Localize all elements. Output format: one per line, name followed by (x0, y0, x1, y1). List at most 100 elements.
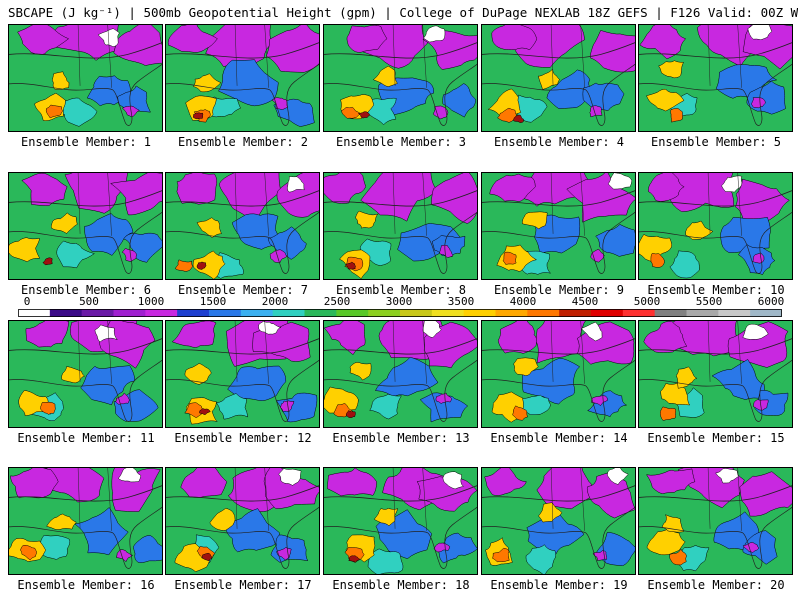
state-border (107, 468, 112, 531)
state-border (737, 173, 742, 236)
extreme-cape-region (201, 552, 212, 562)
high-cape-region (496, 244, 538, 272)
state-border (77, 173, 81, 234)
ensemble-member-label: Ensemble Member: 2 (177, 135, 309, 149)
extreme-cape-region (199, 408, 211, 415)
low-cape-region (110, 173, 162, 216)
coastline (639, 63, 792, 126)
state-border (264, 468, 269, 531)
ensemble-member-label: Ensemble Member: 11 (17, 431, 155, 445)
ensemble-member-label: Ensemble Member: 10 (647, 283, 785, 297)
zero-cape-region (715, 468, 739, 484)
low-moderate-cape-region (711, 359, 766, 400)
extreme-cape-region (345, 261, 356, 270)
height-contour (482, 338, 635, 355)
cape-field-map (9, 468, 162, 569)
low-cape-region (431, 173, 477, 224)
extreme-cape-region (348, 555, 361, 563)
high-cape-region (522, 211, 548, 230)
low-cape-region (536, 468, 593, 510)
state-border (234, 468, 238, 529)
low-cape-region (167, 25, 218, 53)
low-cape-region (497, 321, 537, 354)
ensemble-map-panel (8, 24, 163, 132)
state-border (550, 173, 554, 234)
ensemble-member-label: Ensemble Member: 13 (332, 431, 470, 445)
zero-cape-region (721, 175, 743, 193)
colorbar-segment (49, 309, 83, 317)
low-moderate-cape-region (218, 59, 279, 107)
high-cape-region (196, 217, 222, 238)
height-contour (9, 485, 162, 502)
cape-field-map (9, 173, 162, 274)
state-border (422, 321, 427, 384)
height-contour (639, 338, 792, 355)
state-border (392, 321, 396, 382)
very-high-cape-region (669, 548, 687, 566)
colorbar (18, 309, 782, 317)
ensemble-member-label: Ensemble Member: 1 (20, 135, 152, 149)
low-cape-region (10, 468, 59, 499)
high-cape-region (46, 513, 77, 530)
moderate-cape-region (56, 240, 95, 269)
zero-cape-region (747, 25, 773, 40)
colorbar-tick-6000: 6000 (757, 295, 785, 308)
colorbar-segment (559, 309, 592, 317)
zero-cape-region (117, 468, 142, 483)
colorbar-tick-3000: 3000 (385, 295, 413, 308)
colorbar-segment (336, 309, 369, 317)
ensemble-member-label: Ensemble Member: 20 (647, 578, 785, 592)
low-cape-region (271, 97, 289, 110)
height-contour (639, 42, 792, 59)
extreme-cape-region (42, 257, 53, 266)
cape-field-map (482, 321, 635, 423)
high-cape-region (661, 514, 685, 533)
low-moderate-cape-region (375, 356, 439, 399)
low-cape-region (326, 468, 377, 497)
colorbar-tick-4500: 4500 (571, 295, 599, 308)
state-border (550, 321, 554, 382)
high-cape-region (355, 210, 379, 229)
low-moderate-cape-region (268, 226, 307, 260)
low-cape-region (265, 25, 319, 73)
low-cape-region (435, 392, 452, 404)
colorbar-segment (654, 309, 687, 317)
very-high-cape-region (670, 108, 683, 123)
state-border (264, 173, 269, 236)
low-moderate-cape-region (276, 392, 318, 423)
cape-field-map (324, 25, 477, 126)
extreme-cape-region (513, 114, 524, 124)
very-high-cape-region (20, 544, 38, 561)
state-border (264, 25, 269, 88)
height-contour (639, 190, 792, 207)
low-cape-region (648, 173, 685, 202)
colorbar-graphic (18, 309, 782, 317)
high-cape-region (538, 502, 563, 523)
high-cape-region (61, 366, 86, 384)
low-cape-region (176, 173, 218, 205)
low-moderate-cape-region (442, 83, 476, 118)
ensemble-map-panel (165, 467, 320, 575)
ensemble-map-panel (323, 467, 478, 575)
high-cape-region (537, 68, 560, 90)
low-moderate-cape-region (84, 213, 134, 256)
low-moderate-cape-region (586, 390, 627, 418)
colorbar-segment (240, 309, 274, 317)
low-moderate-cape-region (595, 532, 635, 567)
ensemble-member-label: Ensemble Member: 9 (493, 283, 625, 297)
height-contour (482, 485, 635, 502)
low-moderate-cape-region (227, 365, 287, 402)
coastline (9, 63, 162, 126)
ensemble-member-label: Ensemble Member: 14 (490, 431, 628, 445)
extreme-cape-region (192, 112, 204, 120)
height-contour (166, 42, 319, 59)
low-moderate-cape-region (123, 232, 162, 263)
zero-cape-region (94, 324, 118, 343)
low-cape-region (489, 173, 536, 202)
state-border (77, 25, 81, 86)
coastline (639, 211, 792, 274)
ensemble-map-panel (165, 172, 320, 280)
high-cape-region (349, 362, 372, 381)
low-moderate-cape-region (546, 69, 593, 109)
high-cape-region (192, 73, 222, 93)
